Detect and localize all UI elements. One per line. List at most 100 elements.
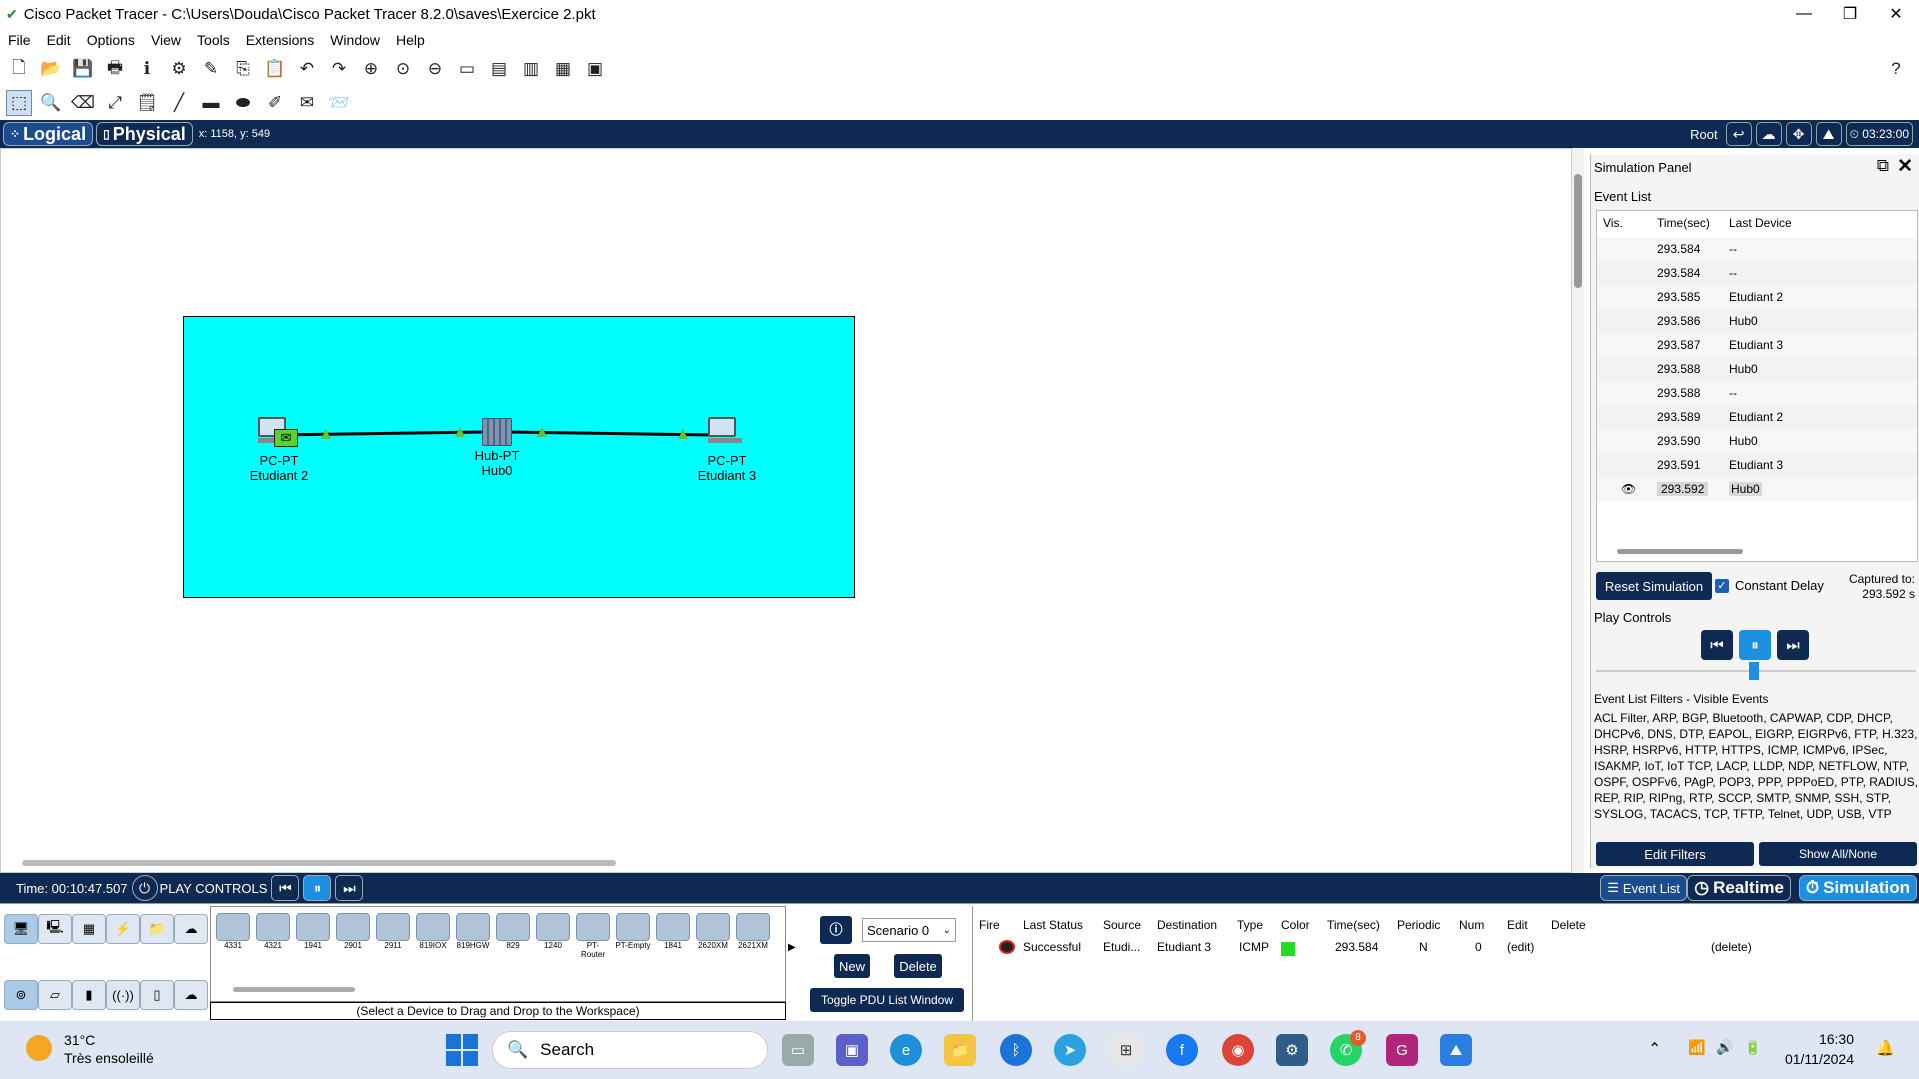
- menu-window[interactable]: Window: [330, 32, 380, 48]
- pdf-app-icon[interactable]: G: [1386, 1034, 1418, 1066]
- telegram-icon[interactable]: ➤: [1054, 1034, 1086, 1066]
- battery-icon[interactable]: 🔋: [1744, 1039, 1762, 1055]
- notifications-bell-icon[interactable]: 🔔: [1876, 1040, 1895, 1057]
- system-clock[interactable]: 16:30 01/11/2024: [1784, 1029, 1854, 1069]
- pdu-delete-link[interactable]: (delete): [1711, 940, 1752, 954]
- device-model-item[interactable]: 819HGW: [455, 913, 491, 953]
- menu-tools[interactable]: Tools: [197, 32, 230, 48]
- file-explorer-icon[interactable]: 📁: [944, 1034, 976, 1066]
- event-row[interactable]: 293.588 Hub0: [1597, 357, 1917, 381]
- zoom-out-icon[interactable]: ⊖: [427, 59, 443, 78]
- maximize-button[interactable]: ❐: [1842, 6, 1858, 23]
- multiuser-icon[interactable]: ☁: [174, 914, 208, 944]
- routers-icon[interactable]: ⊚: [4, 980, 38, 1010]
- components-icon[interactable]: ▦: [72, 914, 106, 944]
- resize-icon[interactable]: ⤢: [108, 93, 122, 112]
- speed-slider-thumb[interactable]: [1749, 662, 1759, 680]
- expand-arrow-icon[interactable]: ▶: [788, 942, 796, 953]
- delete-scenario-button[interactable]: Delete: [894, 954, 942, 978]
- device-model-item[interactable]: 1841: [655, 913, 691, 953]
- menu-edit[interactable]: Edit: [46, 32, 71, 48]
- delete-icon[interactable]: ⌫: [70, 93, 96, 112]
- device-model-item[interactable]: 819IOX: [415, 913, 451, 953]
- edit-filters-button[interactable]: Edit Filters: [1596, 842, 1754, 866]
- network-devices-icon[interactable]: 🖥: [4, 914, 38, 944]
- vscroll-thumb[interactable]: [1574, 174, 1582, 288]
- ellipse-icon[interactable]: ⬬: [235, 93, 251, 112]
- pc-etudiant3-icon[interactable]: [708, 417, 744, 447]
- event-row[interactable]: 293.584 --: [1597, 237, 1917, 261]
- taskbar-search[interactable]: 🔍 Search: [492, 1031, 768, 1069]
- undo-icon[interactable]: ↶: [299, 59, 315, 78]
- zoom-in-icon[interactable]: ⊕: [363, 59, 379, 78]
- tab-logical[interactable]: ⁘ Logical: [3, 122, 94, 146]
- pause-icon[interactable]: ⏸: [1739, 630, 1771, 660]
- volume-icon[interactable]: 🔊: [1716, 1039, 1734, 1055]
- pc-etudiant2-icon[interactable]: ✉: [258, 417, 298, 447]
- step-back-icon[interactable]: ⏮: [1701, 630, 1733, 660]
- network-cluster-area[interactable]: ✉ PC-PT Etudiant 2 Hub-PT Hub0 PC-PT Etu…: [183, 316, 855, 598]
- bottom-pause-icon[interactable]: ⏸: [303, 875, 332, 901]
- activity-wizard-icon[interactable]: ✎: [203, 59, 219, 78]
- print-icon[interactable]: 🖶: [106, 57, 124, 77]
- complex-pdu-icon[interactable]: 📨: [328, 93, 350, 112]
- weather-sun-icon[interactable]: [26, 1035, 52, 1061]
- realtime-button[interactable]: ◷ Realtime: [1687, 875, 1791, 901]
- packet-tracer-icon[interactable]: ⚙: [1276, 1034, 1308, 1066]
- scenario-info-icon[interactable]: ⓘ: [820, 916, 852, 944]
- end-devices-icon[interactable]: 🖳: [38, 914, 72, 944]
- device-model-item[interactable]: 2911: [375, 913, 411, 953]
- event-row[interactable]: 293.591 Etudiant 3: [1597, 453, 1917, 477]
- custom-devices-icon[interactable]: ▤: [490, 59, 508, 78]
- edge-icon[interactable]: e: [890, 1034, 922, 1066]
- device-model-item[interactable]: 829: [495, 913, 531, 953]
- menu-options[interactable]: Options: [86, 32, 135, 48]
- new-scenario-button[interactable]: New: [834, 954, 870, 978]
- draw-line-icon[interactable]: ╱: [173, 93, 185, 112]
- device-model-item[interactable]: 4321: [255, 913, 291, 953]
- save-icon[interactable]: 💾: [72, 59, 94, 78]
- info-icon[interactable]: ℹ: [143, 59, 151, 78]
- help-icon[interactable]: ?: [1891, 59, 1901, 78]
- event-row[interactable]: 293.584 --: [1597, 261, 1917, 285]
- screenshot-icon[interactable]: ▣: [586, 59, 604, 78]
- viewport-icon[interactable]: ▥: [522, 59, 540, 78]
- store-icon[interactable]: ⊞: [1110, 1034, 1142, 1066]
- facebook-icon[interactable]: f: [1166, 1034, 1198, 1066]
- inspect-icon[interactable]: 🔍: [40, 93, 62, 112]
- close-button[interactable]: ✕: [1889, 6, 1903, 23]
- event-row[interactable]: 293.585 Etudiant 2: [1597, 285, 1917, 309]
- device-model-item[interactable]: 1941: [295, 913, 331, 953]
- close-panel-icon[interactable]: ✕: [1897, 156, 1913, 177]
- tab-physical[interactable]: ▯ Physical: [96, 122, 193, 146]
- bottom-step-forward-icon[interactable]: ⏭: [335, 875, 364, 901]
- clock-icon[interactable]: ⏲ 03:23:00: [1845, 122, 1913, 146]
- show-hidden-icons-icon[interactable]: ⌃: [1648, 1041, 1662, 1058]
- freeform-icon[interactable]: ✐: [267, 93, 283, 112]
- device-model-item[interactable]: 1240: [535, 913, 571, 953]
- toggle-pdu-list-button[interactable]: Toggle PDU List Window: [810, 988, 964, 1012]
- wifi-icon[interactable]: 📶: [1688, 1039, 1706, 1055]
- rectangle-icon[interactable]: ▬: [202, 93, 220, 112]
- photos-icon[interactable]: ⛰: [1440, 1034, 1472, 1066]
- event-row[interactable]: 293.588 --: [1597, 381, 1917, 405]
- workspace-horizontal-scrollbar[interactable]: [22, 860, 616, 866]
- chrome-icon[interactable]: ◉: [1222, 1034, 1254, 1066]
- menu-extensions[interactable]: Extensions: [245, 32, 315, 48]
- hub0-icon[interactable]: [482, 418, 512, 446]
- event-row[interactable]: 293.587 Etudiant 3: [1597, 333, 1917, 357]
- redo-icon[interactable]: ↷: [331, 59, 347, 78]
- device-model-item[interactable]: 2901: [335, 913, 371, 953]
- open-folder-icon[interactable]: 📂: [40, 59, 62, 78]
- wan-emulation-icon[interactable]: ☁: [174, 980, 208, 1010]
- paste-icon[interactable]: 📋: [264, 59, 286, 78]
- event-row[interactable]: 293.590 Hub0: [1597, 429, 1917, 453]
- weather-widget[interactable]: 31°C Très ensoleillé: [64, 1031, 154, 1067]
- event-list-button[interactable]: ☰ Event List: [1600, 875, 1687, 901]
- power-cycle-icon[interactable]: ⏻: [131, 875, 158, 901]
- security-icon[interactable]: ▯: [140, 980, 174, 1010]
- wireless-icon[interactable]: ((·)): [106, 980, 140, 1010]
- event-list-hscroll[interactable]: [1617, 549, 1743, 554]
- device-model-item[interactable]: PT-Router: [575, 913, 611, 959]
- event-row[interactable]: 👁 293.592 Hub0: [1597, 477, 1917, 501]
